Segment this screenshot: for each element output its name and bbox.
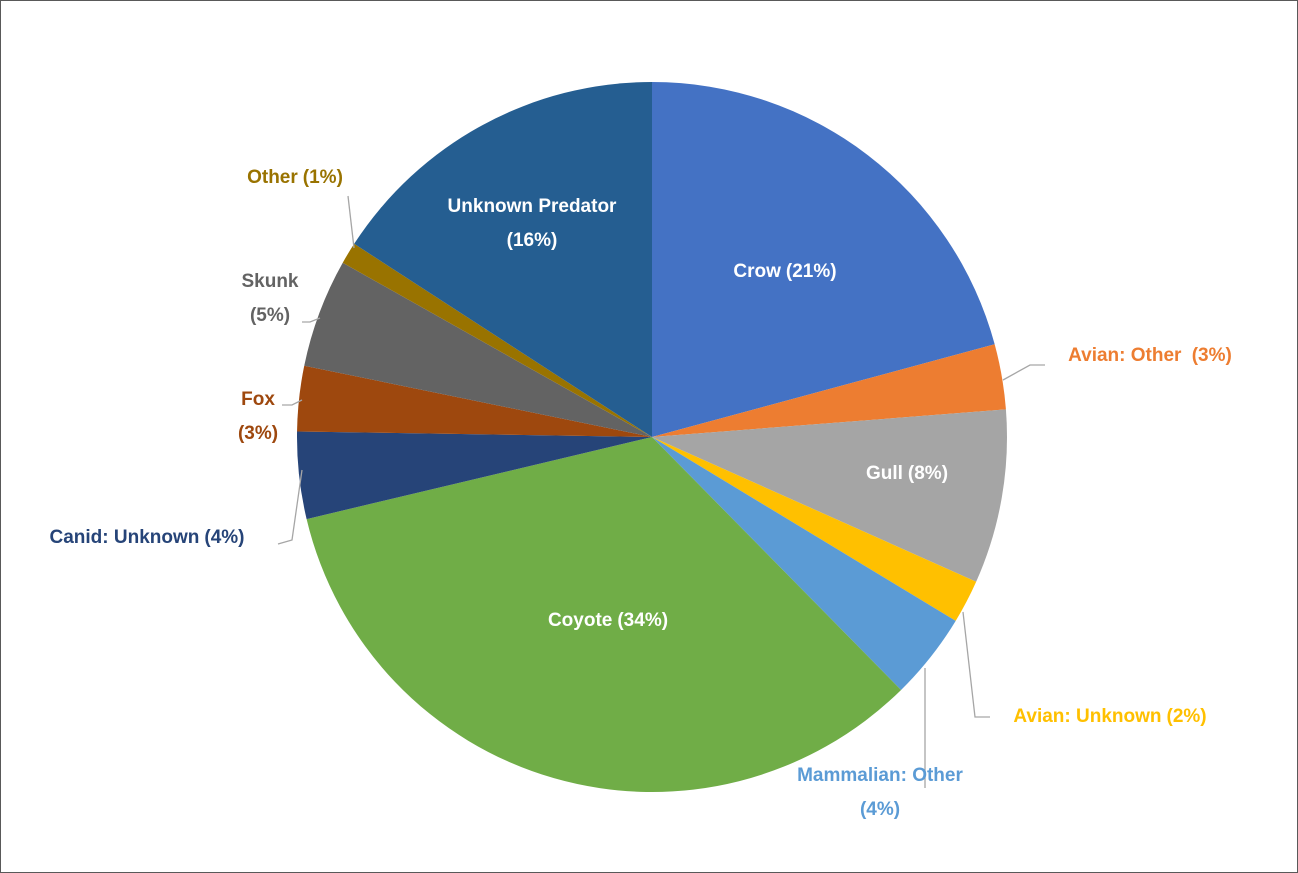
- leader-line: [1002, 364, 1045, 381]
- label-category: Canid: Unknown: [49, 527, 199, 548]
- pie-slice: [652, 409, 1007, 582]
- pie-slice: [652, 344, 1006, 437]
- pie-slice: [297, 365, 652, 437]
- slice-label: Other (1%): [247, 167, 343, 188]
- label-category: Avian: Unknown: [1013, 706, 1161, 727]
- label-value: (34%): [617, 610, 668, 631]
- pie-slice: [342, 243, 652, 437]
- label-value: (2%): [1167, 706, 1207, 727]
- label-value: (8%): [908, 463, 948, 484]
- label-category: Mammalian: Other: [797, 765, 963, 786]
- slice-label: Unknown Predator (16%): [448, 196, 618, 251]
- label-value: (16%): [507, 230, 558, 251]
- label-value: (4%): [204, 527, 244, 548]
- pie-slice: [652, 82, 995, 437]
- label-value: (21%): [786, 261, 837, 282]
- label-category: Unknown Predator: [448, 196, 618, 217]
- slice-label: Avian: Other (3%): [1068, 345, 1232, 366]
- label-category: Coyote: [548, 610, 612, 631]
- slice-label: Mammalian: Other (4%): [797, 765, 963, 820]
- pie-slice: [306, 437, 902, 792]
- slice-label: Avian: Unknown (2%): [1013, 706, 1206, 727]
- slice-label: Coyote (34%): [548, 610, 668, 631]
- slice-label: Fox (3%): [238, 389, 278, 444]
- pie-slice: [652, 437, 956, 690]
- label-value: (5%): [250, 305, 290, 326]
- slice-label: Canid: Unknown (4%): [49, 527, 244, 548]
- slice-label: Skunk (5%): [241, 271, 298, 326]
- leader-line: [302, 317, 321, 323]
- label-value: (3%): [1186, 345, 1231, 366]
- pie-slice: [354, 82, 652, 437]
- label-category: Crow: [733, 261, 781, 282]
- leader-line: [282, 399, 303, 406]
- leader-line: [347, 195, 355, 249]
- leader-line: [962, 611, 990, 718]
- label-value: (1%): [303, 167, 343, 188]
- slice-label: Crow (21%): [733, 261, 836, 282]
- label-category: Fox: [241, 389, 275, 410]
- slice-label: Gull (8%): [866, 463, 948, 484]
- pie-slice: [652, 437, 977, 621]
- label-category: Avian: Other: [1068, 345, 1182, 366]
- pie-slice: [296, 431, 652, 520]
- pie-slice: [304, 262, 652, 437]
- label-category: Other: [247, 167, 298, 188]
- label-category: Gull: [866, 463, 903, 484]
- leader-line: [277, 469, 303, 545]
- label-value: (3%): [238, 423, 278, 444]
- label-category: Skunk: [241, 271, 298, 292]
- label-value: (4%): [860, 799, 900, 820]
